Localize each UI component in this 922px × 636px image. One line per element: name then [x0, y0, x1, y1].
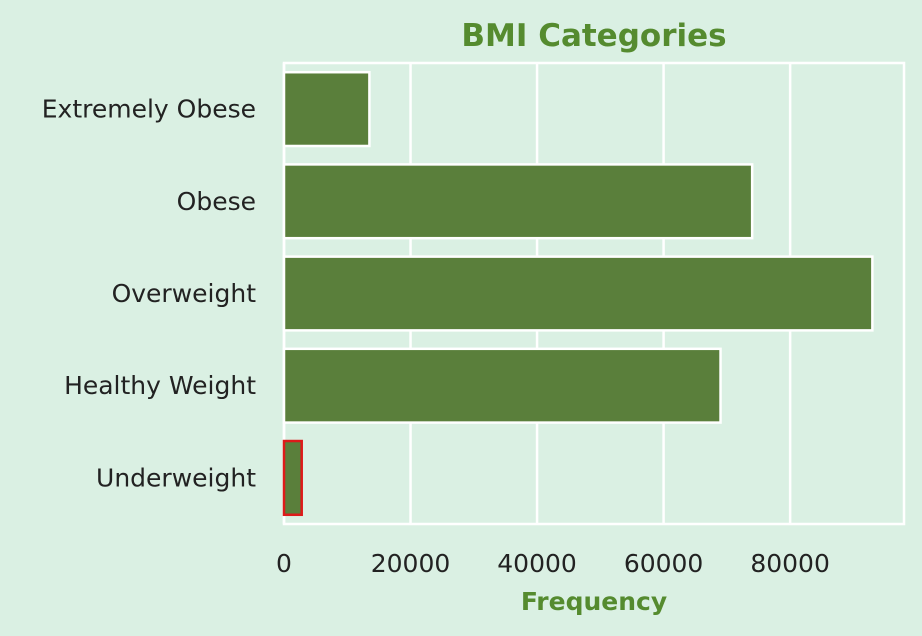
y-tick-label-obese: Obese: [177, 187, 256, 216]
bar-obese: [282, 163, 754, 240]
x-tick-label-0: 0: [276, 549, 292, 578]
bar-extremely-obese: [282, 70, 371, 148]
x-tick-label-3: 60000: [624, 549, 704, 578]
bars: [282, 70, 874, 517]
bar-overweight: [282, 255, 874, 332]
x-tick-label-2: 40000: [497, 549, 577, 578]
bar-underweight: [282, 439, 303, 517]
bar-healthy-weight: [282, 347, 722, 424]
chart-title: BMI Categories: [461, 18, 726, 54]
x-axis-tick-labels: 0 20000 40000 60000 80000: [276, 549, 830, 578]
y-tick-label-underweight: Underweight: [96, 463, 256, 492]
y-axis-tick-labels: Extremely Obese Obese Overweight Healthy We…: [42, 95, 256, 493]
y-tick-label-healthy-weight: Healthy Weight: [64, 371, 256, 400]
x-tick-label-4: 80000: [750, 549, 830, 578]
x-tick-label-1: 20000: [371, 549, 451, 578]
x-axis-title: Frequency: [521, 587, 667, 616]
y-tick-label-overweight: Overweight: [112, 279, 257, 308]
y-tick-label-extremely-obese: Extremely Obese: [42, 95, 256, 124]
